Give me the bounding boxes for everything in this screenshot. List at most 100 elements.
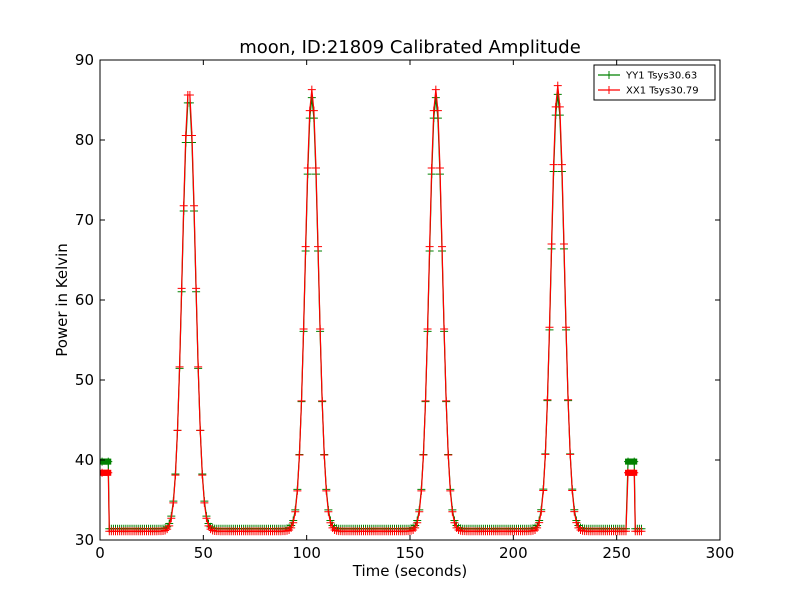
data-point-marker: [411, 523, 420, 532]
x-tick-label: 200: [499, 544, 528, 562]
data-point-marker: [452, 523, 461, 532]
y-tick-label: 40: [75, 451, 94, 469]
data-point-marker: [553, 81, 562, 90]
calibration-marker: [631, 469, 638, 476]
data-point-marker: [175, 362, 184, 371]
x-tick-label: 0: [95, 544, 105, 562]
data-point-marker: [421, 396, 430, 405]
data-point-marker: [415, 507, 424, 516]
chart-title: moon, ID:21809 Calibrated Amplitude: [239, 37, 581, 58]
data-point-marker: [531, 525, 540, 534]
data-point-marker: [301, 242, 310, 251]
data-point-marker: [409, 526, 418, 534]
data-point-marker: [173, 426, 182, 435]
data-point-marker: [528, 526, 537, 535]
data-point-marker: [289, 518, 298, 527]
legend-box: [593, 64, 716, 101]
y-axis-label: Power in Kelvin: [53, 243, 71, 357]
data-point-marker: [570, 507, 579, 516]
data-point-marker: [427, 163, 436, 172]
data-point-marker: [541, 450, 550, 459]
data-point-marker: [621, 527, 630, 536]
calibration-marker: [105, 458, 112, 465]
data-point-marker: [285, 526, 294, 534]
data-point-marker: [413, 518, 422, 527]
data-point-marker: [547, 240, 556, 249]
data-point-marker: [448, 507, 457, 516]
data-point-marker: [283, 526, 292, 535]
data-point-marker: [330, 526, 339, 534]
data-point-marker: [533, 523, 542, 532]
x-tick-label: 150: [396, 544, 425, 562]
data-point-marker: [555, 102, 564, 111]
data-point-marker: [423, 325, 432, 334]
legend-marker: [605, 86, 613, 94]
axes: 0 50 100 150 200 250 300 30 40 50 60 70 80 90: [75, 51, 734, 562]
data-point-marker: [303, 163, 312, 172]
data-point-marker: [566, 450, 575, 459]
x-tick-label: 300: [706, 544, 735, 562]
data-point-marker: [187, 131, 196, 140]
series-xx1: [100, 81, 646, 536]
data-point-marker: [454, 526, 463, 534]
data-point-marker: [206, 525, 215, 534]
legend-label: YY1 Tsys30.63: [625, 71, 697, 82]
legend-item: YY1 Tsys30.63: [598, 71, 697, 82]
y-tick-label: 80: [75, 131, 94, 149]
calibration-marker: [105, 469, 112, 476]
data-point-marker: [163, 525, 172, 534]
x-axis-label: Time (seconds): [352, 562, 468, 580]
data-point-marker: [295, 451, 304, 460]
data-point-marker: [444, 451, 453, 460]
data-point-marker: [568, 486, 577, 495]
data-point-marker: [322, 486, 331, 495]
data-point-marker: [440, 325, 449, 334]
data-point-marker: [316, 325, 325, 334]
data-point-marker: [562, 323, 571, 332]
data-point-marker: [446, 486, 455, 495]
data-point-marker: [442, 396, 451, 405]
x-tick-label: 100: [292, 544, 321, 562]
data-point-marker: [192, 284, 201, 293]
data-point-marker: [419, 451, 428, 460]
data-point-marker: [407, 526, 416, 535]
data-point-marker: [165, 521, 174, 530]
data-point-marker: [564, 395, 573, 404]
data-point-marker: [202, 514, 211, 523]
legend-marker: [605, 71, 613, 79]
calibration-marker: [631, 458, 638, 465]
data-point-marker: [194, 362, 203, 371]
data-point-marker: [318, 396, 327, 405]
data-point-marker: [291, 507, 300, 516]
data-point-marker: [204, 521, 213, 530]
data-point-marker: [417, 486, 426, 495]
data-point-marker: [179, 201, 188, 210]
data-point-marker: [637, 527, 646, 536]
data-point-marker: [311, 163, 320, 172]
data-point-marker: [433, 106, 442, 115]
data-point-marker: [328, 523, 337, 532]
data-point-marker: [572, 518, 581, 527]
data-point-marker: [431, 85, 440, 94]
data-point-marker: [198, 471, 207, 480]
data-point-marker: [196, 426, 205, 435]
data-point-marker: [299, 325, 308, 334]
data-point-marker: [549, 160, 558, 169]
data-point-marker: [324, 507, 333, 516]
data-point-marker: [545, 323, 554, 332]
plot-area: [100, 81, 646, 536]
legend-item: XX1 Tsys30.79: [598, 86, 699, 97]
data-point-marker: [425, 242, 434, 251]
data-point-marker: [576, 525, 585, 534]
data-point-marker: [539, 486, 548, 495]
data-point-marker: [557, 160, 566, 169]
data-point-marker: [167, 514, 176, 523]
data-point-marker: [169, 498, 178, 507]
data-point-marker: [537, 507, 546, 516]
y-tick-label: 30: [75, 531, 94, 549]
legend-label: XX1 Tsys30.79: [626, 86, 699, 97]
y-tick-label: 90: [75, 51, 94, 69]
legend: YY1 Tsys30.63 XX1 Tsys30.79: [593, 64, 716, 101]
data-point-marker: [200, 498, 209, 507]
y-tick-label: 50: [75, 371, 94, 389]
